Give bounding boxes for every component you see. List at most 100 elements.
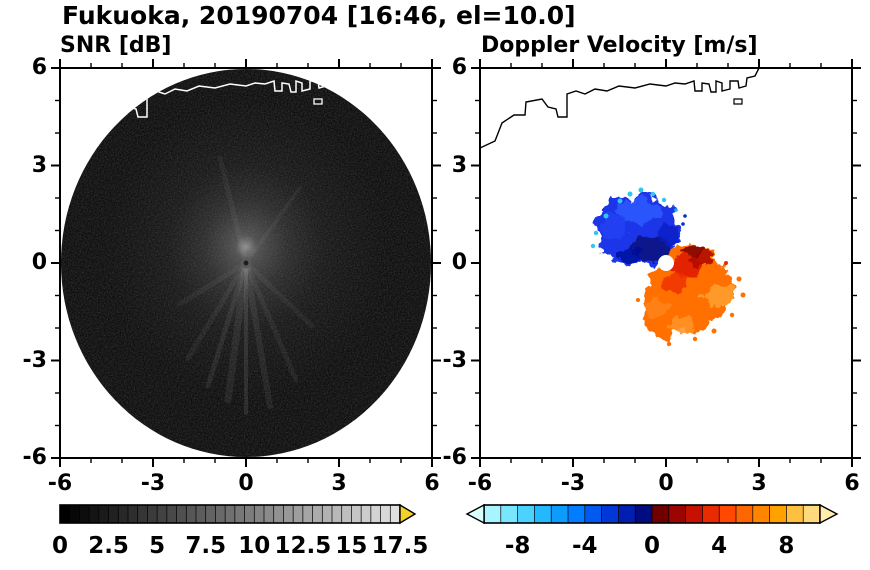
snr-colorbar-cell <box>205 505 216 523</box>
doppler-colorbar-over-arrow <box>819 503 839 525</box>
coastline-doppler <box>480 68 760 149</box>
doppler-colorbar-tick-label: 0 <box>643 533 661 559</box>
doppler-colorbar-cell <box>484 505 502 523</box>
snr-colorbar-cell <box>341 505 352 523</box>
snr-colorbar-cell <box>302 505 314 523</box>
doppler-colorbar-cell <box>786 505 804 523</box>
snr-colorbar-cell <box>351 505 362 523</box>
snr-colorbar-cell <box>254 505 265 523</box>
doppler-colorbar-cell <box>719 505 737 523</box>
doppler-y-tick-label: -3 <box>442 347 467 373</box>
doppler-colorbar-cell <box>635 505 653 523</box>
snr-colorbar-cell <box>69 505 80 523</box>
doppler-x-tick-label: -3 <box>560 471 586 496</box>
snr-colorbar-cell <box>312 505 323 523</box>
snr-colorbar-cell <box>98 505 110 523</box>
snr-colorbar-over-arrow <box>399 503 417 525</box>
snr-colorbar-cell <box>234 505 246 523</box>
snr-colorbar-cell <box>370 505 382 523</box>
snr-colorbar-tick-label: 5 <box>149 533 166 559</box>
snr-colorbar-cell <box>293 505 304 523</box>
doppler-colorbar-cell <box>803 505 821 523</box>
doppler-x-tick-label: 0 <box>658 471 674 496</box>
snr-colorbar-tick-label: 17.5 <box>371 533 429 559</box>
snr-colorbar-cell <box>79 505 90 523</box>
snr-panel-title: SNR [dB] <box>60 33 172 58</box>
doppler-colorbar-cell <box>517 505 535 523</box>
island-outline-snr <box>313 98 323 105</box>
snr-colorbar-cell <box>147 505 158 523</box>
snr-colorbar-cell <box>225 505 236 523</box>
snr-colorbar-cell <box>60 505 71 523</box>
snr-y-tick-label: -3 <box>22 347 47 373</box>
snr-colorbar-cell <box>264 505 275 523</box>
snr-colorbar-cell <box>380 505 391 523</box>
snr-colorbar-cell <box>215 505 226 523</box>
snr-colorbar-tick-label: 15 <box>335 533 368 559</box>
snr-colorbar-tick-label: 12.5 <box>274 533 332 559</box>
snr-y-tick-label: 3 <box>31 152 47 178</box>
snr-colorbar-cell <box>166 505 178 523</box>
snr-colorbar-cell <box>128 505 139 523</box>
doppler-colorbar-cell <box>685 505 703 523</box>
snr-disk <box>61 69 431 457</box>
snr-colorbar-tick-label: 10 <box>238 533 271 559</box>
doppler-colorbar-cell <box>551 505 569 523</box>
doppler-colorbar-tick-label: -4 <box>572 533 598 559</box>
doppler-colorbar-cell <box>752 505 771 523</box>
snr-colorbar-cell <box>118 505 129 523</box>
snr-colorbar-cell <box>196 505 207 523</box>
doppler-x-tick-label: 3 <box>751 471 767 496</box>
snr-plot-frame <box>59 67 433 459</box>
doppler-colorbar-cell <box>769 505 787 523</box>
snr-colorbar-tick-label: 2.5 <box>88 533 129 559</box>
snr-colorbar-cell <box>332 505 343 523</box>
snr-y-tick-label: -6 <box>22 445 47 470</box>
doppler-colorbar-tick-label: -8 <box>504 533 531 559</box>
doppler-colorbar-tick-label: 8 <box>778 533 795 559</box>
doppler-velocity-plot <box>480 68 760 347</box>
doppler-y-tick-label: 3 <box>451 152 467 178</box>
doppler-y-tick-label: -6 <box>442 445 467 470</box>
snr-colorbar-cell <box>322 505 333 523</box>
snr-colorbar-cell <box>361 505 372 523</box>
doppler-colorbar-tick-label: 4 <box>711 533 728 559</box>
doppler-colorbar-cell <box>534 505 552 523</box>
radar-site-core <box>243 260 249 266</box>
doppler-colorbar-under-arrow <box>465 503 485 525</box>
snr-x-tick-label: -6 <box>47 471 73 496</box>
doppler-panel-title: Doppler Velocity [m/s] <box>481 33 758 58</box>
doppler-colorbar-cell <box>702 505 720 523</box>
snr-colorbar-cell <box>244 505 255 523</box>
radar-origin-gap <box>658 255 674 271</box>
doppler-colorbar-cell <box>584 505 603 523</box>
doppler-y-tick-label: 0 <box>451 250 467 275</box>
snr-colorbar-cell <box>273 505 284 523</box>
snr-colorbar-tick-label: 0 <box>51 533 69 559</box>
doppler-colorbar-cell <box>618 505 636 523</box>
snr-y-tick-label: 6 <box>31 55 47 80</box>
snr-colorbar-cell <box>176 505 187 523</box>
snr-colorbar-cell <box>137 505 148 523</box>
doppler-colorbar-cell <box>500 505 519 523</box>
snr-colorbar-cell <box>390 505 401 523</box>
snr-center-echo <box>104 104 388 408</box>
snr-y-tick-label: 0 <box>31 250 47 275</box>
doppler-colorbar-cell <box>652 505 670 523</box>
doppler-colorbar-cell <box>736 505 754 523</box>
doppler-colorbar-cell <box>601 505 619 523</box>
doppler-colorbar-cell <box>568 505 586 523</box>
snr-colorbar-cell <box>108 505 119 523</box>
snr-x-tick-label: 0 <box>238 471 254 496</box>
snr-x-tick-label: 6 <box>424 471 440 496</box>
snr-x-tick-label: 3 <box>331 471 347 496</box>
figure-title: Fukuoka, 20190704 [16:46, el=10.0] <box>62 1 576 30</box>
snr-colorbar-tick-label: 7.5 <box>185 533 227 559</box>
doppler-plot-frame <box>479 67 853 459</box>
doppler-x-tick-label: -6 <box>467 471 493 496</box>
radial-streaks <box>177 155 315 415</box>
echo-speckles <box>590 187 746 347</box>
snr-radar-plot <box>61 69 431 457</box>
